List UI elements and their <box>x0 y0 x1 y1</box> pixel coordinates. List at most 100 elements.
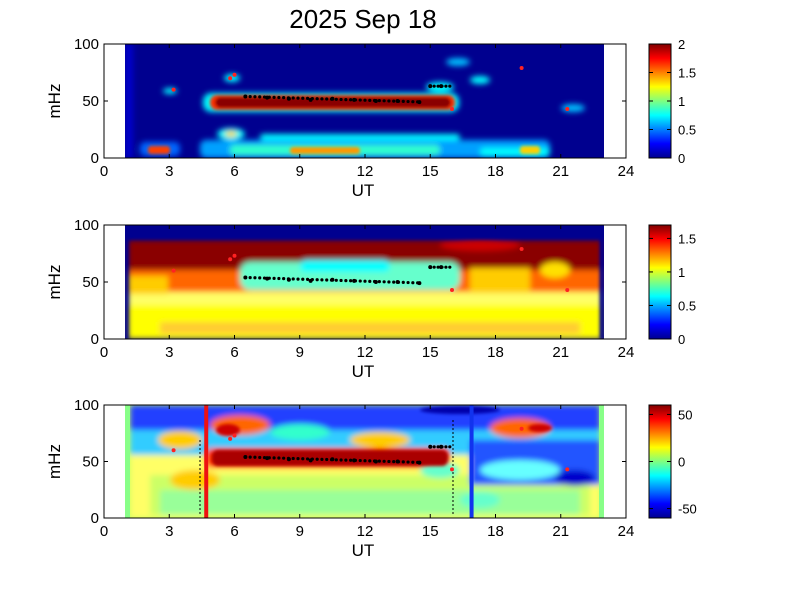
red-marker <box>519 65 524 70</box>
black-marker <box>253 95 257 99</box>
y-axis-label: mHz <box>45 84 64 119</box>
y-tick-label: 100 <box>74 36 99 53</box>
black-marker <box>392 460 396 464</box>
black-marker <box>262 455 267 460</box>
top-panel: 0 3 6 9 12 15 18 21 24 0 50 100 UT mHz <box>45 36 634 200</box>
red-marker <box>171 268 176 273</box>
black-marker <box>401 280 405 285</box>
black-marker <box>416 460 420 464</box>
black-marker <box>432 445 436 449</box>
black-marker <box>382 459 386 463</box>
black-marker <box>248 94 252 99</box>
black-marker <box>301 457 305 461</box>
black-marker <box>349 279 353 283</box>
red-marker <box>228 436 233 441</box>
black-marker <box>291 456 295 461</box>
red-marker <box>232 433 237 438</box>
black-marker <box>305 457 310 461</box>
black-marker <box>286 456 291 460</box>
black-marker <box>310 457 314 461</box>
black-marker <box>411 100 415 104</box>
black-marker <box>363 459 367 463</box>
x-tick-label: 6 <box>230 344 238 361</box>
black-marker <box>444 445 448 449</box>
middle-panel: 0 3 6 9 12 15 18 21 24 0 50 100 UT mHz <box>45 217 634 381</box>
y-axis-label: mHz <box>45 265 64 300</box>
x-tick-label: 3 <box>165 344 173 361</box>
black-marker <box>243 275 247 280</box>
black-marker <box>428 265 432 269</box>
black-marker <box>392 99 396 103</box>
black-marker <box>291 277 295 281</box>
red-marker <box>171 87 176 92</box>
black-marker <box>406 460 410 464</box>
black-marker <box>377 99 381 103</box>
black-marker <box>448 445 452 449</box>
black-marker <box>349 458 353 462</box>
y-tick-label: 50 <box>82 274 99 291</box>
x-axis-label: UT <box>352 181 375 200</box>
black-marker <box>432 84 436 88</box>
black-marker <box>320 97 324 101</box>
x-tick-label: 24 <box>618 344 635 361</box>
colorbar-tick-label: 2 <box>678 37 685 52</box>
x-tick-label: 0 <box>100 344 108 361</box>
black-marker <box>267 95 271 99</box>
x-tick-label: 21 <box>552 163 569 180</box>
black-marker <box>372 279 377 284</box>
black-marker <box>353 458 358 463</box>
black-marker <box>382 280 386 284</box>
red-marker <box>232 253 237 258</box>
y-tick-label: 0 <box>91 510 99 527</box>
x-tick-label: 12 <box>357 523 374 540</box>
black-marker <box>305 277 310 281</box>
black-marker <box>272 456 276 460</box>
y-tick-label: 50 <box>82 93 99 110</box>
black-marker <box>416 100 420 104</box>
x-tick-label: 18 <box>487 523 504 540</box>
figure-title: 2025 Sep 18 <box>289 4 436 34</box>
colorbar-tick-label: 1 <box>678 94 685 109</box>
black-marker <box>448 84 452 88</box>
black-marker <box>416 281 420 285</box>
black-marker <box>325 97 329 101</box>
black-marker <box>243 94 247 99</box>
x-tick-label: 24 <box>618 523 635 540</box>
black-marker <box>272 95 276 99</box>
black-marker <box>440 265 444 269</box>
black-marker <box>248 455 252 459</box>
black-marker <box>349 98 353 102</box>
black-marker <box>396 460 401 464</box>
black-marker <box>248 275 252 280</box>
black-marker <box>329 97 334 101</box>
colorbar-middle: 0 0.5 1 1.5 <box>648 224 696 347</box>
red-marker <box>232 72 237 77</box>
black-marker <box>392 280 396 284</box>
black-marker <box>296 457 300 461</box>
black-marker <box>310 96 314 101</box>
colorbar-tick-label: 1.5 <box>678 66 696 81</box>
red-marker <box>228 257 233 262</box>
x-tick-label: 18 <box>487 344 504 361</box>
black-marker <box>262 95 267 99</box>
red-marker <box>519 426 524 431</box>
x-tick-label: 6 <box>230 523 238 540</box>
black-marker <box>296 96 300 100</box>
black-marker <box>258 276 262 280</box>
black-marker <box>339 278 343 283</box>
x-tick-label: 15 <box>422 523 439 540</box>
black-marker <box>368 98 372 102</box>
black-marker <box>363 98 367 102</box>
black-marker <box>436 265 440 269</box>
red-marker <box>228 76 233 81</box>
black-marker <box>291 96 295 100</box>
black-marker <box>325 457 329 462</box>
black-marker <box>243 455 247 459</box>
black-marker <box>262 276 267 280</box>
black-marker <box>277 276 281 281</box>
black-marker <box>368 279 372 283</box>
black-marker <box>353 279 358 283</box>
black-marker <box>315 278 319 282</box>
black-marker <box>320 278 324 282</box>
red-marker <box>450 467 454 472</box>
